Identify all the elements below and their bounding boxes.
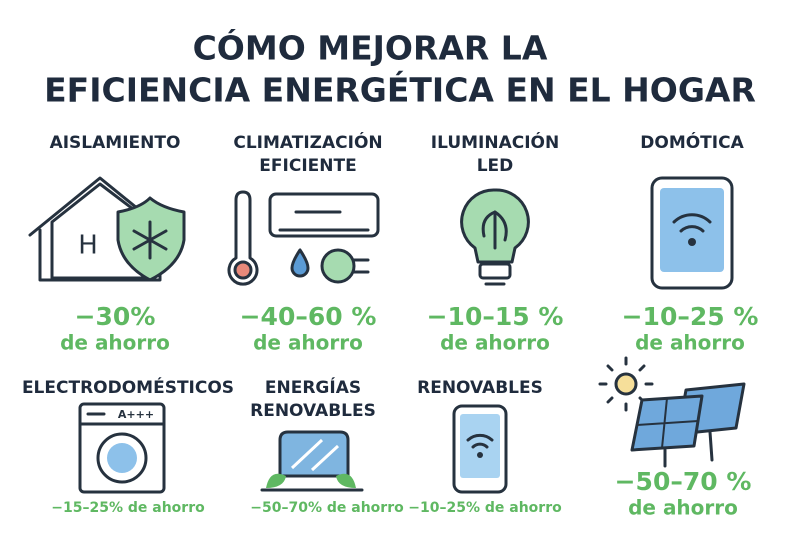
saving: −50–70% de ahorro xyxy=(250,500,404,516)
renewables-icon xyxy=(260,430,364,492)
title-line: EFICIENCIA ENERGÉTICA EN EL HOGAR xyxy=(44,70,756,110)
washer-icon-part xyxy=(107,443,137,473)
climate-icon-part xyxy=(268,192,380,238)
climate-icon-part xyxy=(227,190,259,286)
item-label: RENOVABLES xyxy=(250,401,376,421)
house-icon-part xyxy=(132,220,168,260)
solar-icon-part xyxy=(614,372,638,396)
saving: −10–15 % xyxy=(427,302,564,331)
saving-note: de ahorro xyxy=(628,496,738,520)
house-icon: H xyxy=(28,176,186,282)
saving: −10–25 % xyxy=(622,302,759,331)
climate-icon-part xyxy=(233,260,253,280)
item-label: ENERGÍAS xyxy=(265,376,361,398)
saving: −30% xyxy=(75,302,156,331)
phone-icon-part xyxy=(660,188,724,272)
phone-small-icon-part xyxy=(477,452,483,458)
climate-icon-part xyxy=(290,248,310,278)
item-label: RENOVABLES xyxy=(417,378,543,398)
bulb-icon-part xyxy=(481,210,508,250)
phone-small-icon xyxy=(452,404,508,494)
renewables-icon-part xyxy=(266,473,356,488)
saving: −50–70 % xyxy=(615,467,752,496)
phone-icon xyxy=(650,176,734,290)
bulb-icon xyxy=(460,188,530,286)
phone-icon-part xyxy=(672,213,712,233)
solar-icon xyxy=(598,356,746,468)
washer-icon: A+++ xyxy=(78,402,166,494)
climate-icon-part xyxy=(320,248,356,284)
saving-note: de ahorro xyxy=(440,331,550,355)
saving-note: de ahorro xyxy=(60,331,170,355)
item-label: CLIMATIZACIÓN xyxy=(233,131,382,153)
phone-icon-part xyxy=(688,238,696,246)
solar-icon-part xyxy=(708,430,714,462)
saving: −15–25% de ahorro xyxy=(51,500,205,516)
saving: −40–60 % xyxy=(240,302,377,331)
phone-small-icon-part xyxy=(466,433,494,449)
solar-icon-part xyxy=(598,356,654,412)
renewables-icon-part xyxy=(310,444,340,472)
item-label: ELECTRODOMÉSTICOS xyxy=(22,376,234,398)
house-letter: H xyxy=(78,231,98,261)
item-label: DOMÓTICA xyxy=(640,131,744,153)
saving-note: de ahorro xyxy=(635,331,745,355)
item-label: EFICIENTE xyxy=(259,156,356,176)
item-label: ILUMINACIÓN xyxy=(431,131,559,153)
bulb-icon-part xyxy=(478,262,512,280)
solar-icon-part xyxy=(636,397,699,449)
item-label: AISLAMIENTO xyxy=(50,133,181,153)
rating: A+++ xyxy=(118,408,154,421)
title-line: CÓMO MEJORAR LA xyxy=(193,28,548,68)
phone-small-icon-part xyxy=(460,414,500,478)
saving-note: de ahorro xyxy=(253,331,363,355)
item-label: LED xyxy=(477,156,514,176)
climate-icon xyxy=(227,190,380,286)
renewables-icon-part xyxy=(290,438,324,470)
saving: −10–25% de ahorro xyxy=(408,500,562,516)
